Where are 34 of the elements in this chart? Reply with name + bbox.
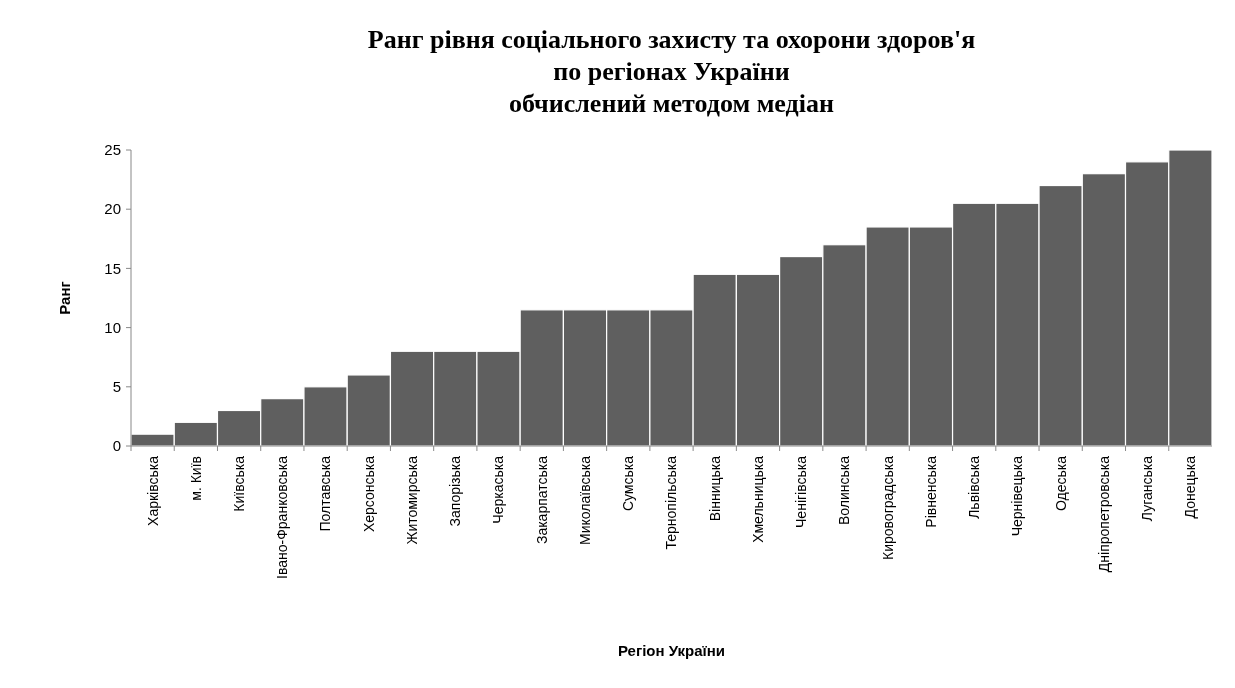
x-tick-label: Житомирська: [403, 455, 420, 545]
x-tick-label: Харківська: [144, 455, 161, 526]
y-tick-label: 25: [104, 141, 121, 159]
x-tick-label: Волинська: [836, 455, 853, 526]
y-tick-label: 0: [112, 437, 121, 455]
y-tick-label: 20: [104, 200, 121, 218]
x-tick-label: Чернівецька: [1009, 455, 1026, 537]
x-tick-label: Вінницька: [706, 455, 723, 522]
x-tick-label: Кировоградська: [879, 455, 896, 560]
x-tick-label: Сумська: [620, 455, 637, 512]
y-axis-title: Ранг: [56, 281, 73, 315]
x-tick-label: Херсонська: [360, 455, 377, 533]
x-tick-label: Запорізька: [447, 455, 464, 527]
x-tick-label: Хмельницька: [749, 455, 766, 543]
x-tick-label: Київська: [231, 455, 247, 512]
x-tick-label: Полтавська: [317, 455, 334, 532]
y-tick-label: 5: [112, 378, 121, 396]
x-tick-label: м. Київ: [187, 456, 204, 501]
x-tick-label: Донецька: [1182, 455, 1199, 519]
y-tick-label: 10: [104, 318, 121, 336]
x-tick-label: Черкаська: [490, 455, 507, 524]
x-axis-title: Регіон України: [617, 642, 726, 659]
x-tick-label: Тернопільська: [663, 455, 680, 550]
x-tick-label: Ченігівська: [793, 455, 810, 528]
x-tick-label: Миколаївська: [576, 455, 593, 545]
y-tick-label: 15: [104, 259, 121, 277]
chart-title: Ранг рівня соціального захисту та охорони здоров'я по регіонах України обчислений методом медіан: [367, 25, 976, 118]
x-tick-label: Рівненська: [922, 455, 939, 528]
x-tick-label: Львівська: [966, 455, 983, 519]
x-tick-label: Івано-Франковська: [274, 455, 291, 579]
x-tick-label: Дніпропетровська: [1095, 455, 1112, 573]
x-tick-label: Одеська: [1052, 455, 1069, 512]
x-tick-label: Закарпатська: [533, 455, 550, 545]
x-tick-label: Луганська: [1139, 455, 1156, 522]
